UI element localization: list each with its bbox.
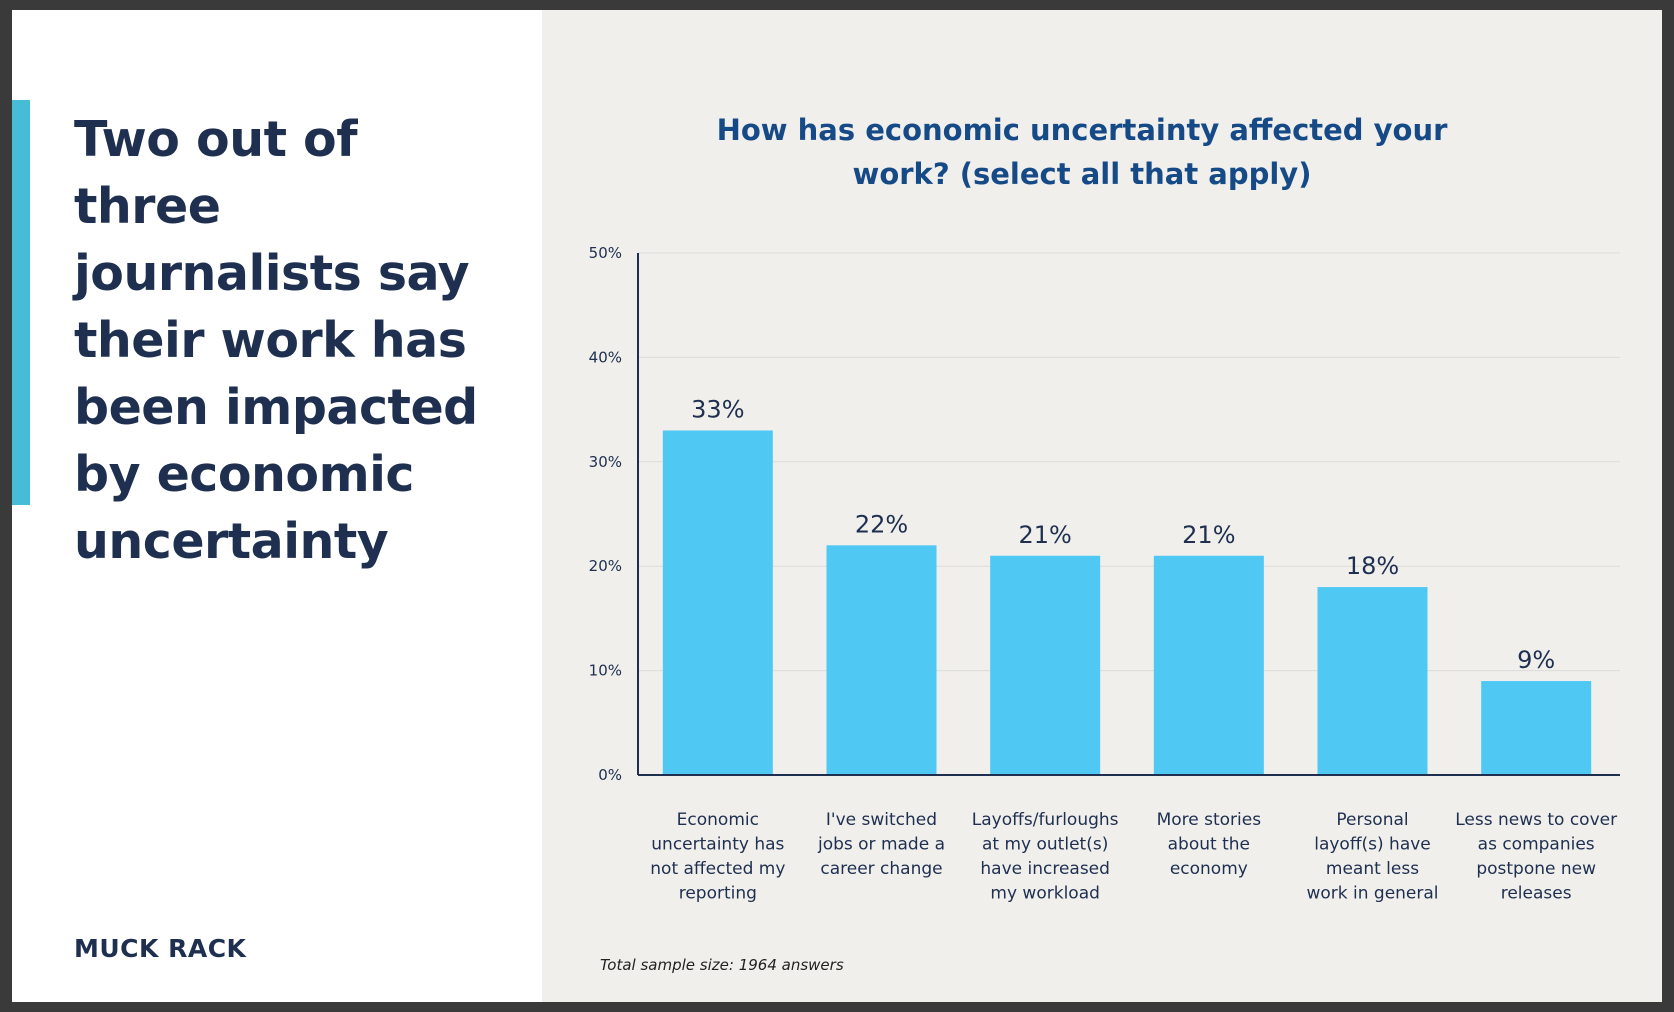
muck-rack-logo: MUCK RACK xyxy=(74,934,247,963)
bar-value-label-2: 22% xyxy=(855,510,908,538)
x-category-label-3: Layoffs/furloughs at my outlet(s) have inc… xyxy=(972,810,1119,904)
bar-value-label-3: 21% xyxy=(1018,521,1071,549)
chart-panel: How has economic uncertainty affected yo… xyxy=(542,10,1662,1002)
left-panel: Two out of three journalists say their w… xyxy=(12,10,542,1002)
y-tick-label-0: 0% xyxy=(598,766,622,784)
x-category-label-6: Less news to cover as companies postpone n… xyxy=(1455,810,1617,904)
bar-value-label-6: 9% xyxy=(1517,646,1555,674)
y-tick-label-20: 20% xyxy=(589,557,622,575)
bar-5 xyxy=(1317,587,1428,775)
bar-4 xyxy=(1153,555,1264,775)
bar-value-label-5: 18% xyxy=(1346,552,1399,580)
sample-size-note: Total sample size: 1964 answers xyxy=(600,956,844,974)
slide: Two out of three journalists say their w… xyxy=(12,10,1662,1002)
x-category-label-5: Personal layoff(s) have meant less work in … xyxy=(1306,810,1438,904)
y-tick-label-40: 40% xyxy=(589,348,622,366)
bar-2 xyxy=(826,545,937,775)
bar-1 xyxy=(662,430,773,775)
bar-3 xyxy=(990,555,1101,775)
y-tick-label-10: 10% xyxy=(589,662,622,680)
chart-title: How has economic uncertainty affected yo… xyxy=(716,113,1448,191)
accent-bar xyxy=(12,100,30,505)
bar-value-label-4: 21% xyxy=(1182,521,1235,549)
x-category-label-4: More stories about the economy xyxy=(1157,810,1262,879)
bar-6 xyxy=(1481,681,1592,775)
y-tick-label-30: 30% xyxy=(589,453,622,471)
headline: Two out of three journalists say their w… xyxy=(74,111,478,570)
bar-value-label-1: 33% xyxy=(691,395,744,423)
bar-chart: 0% 10% 20% 30% 40% 50% 33% Economic uncertainty … xyxy=(589,244,1620,904)
x-category-label-2: I've switched jobs or made a career change xyxy=(817,810,945,879)
y-tick-label-50: 50% xyxy=(589,244,622,262)
x-category-label-1: Economic uncertainty has not affected my re… xyxy=(650,810,785,904)
